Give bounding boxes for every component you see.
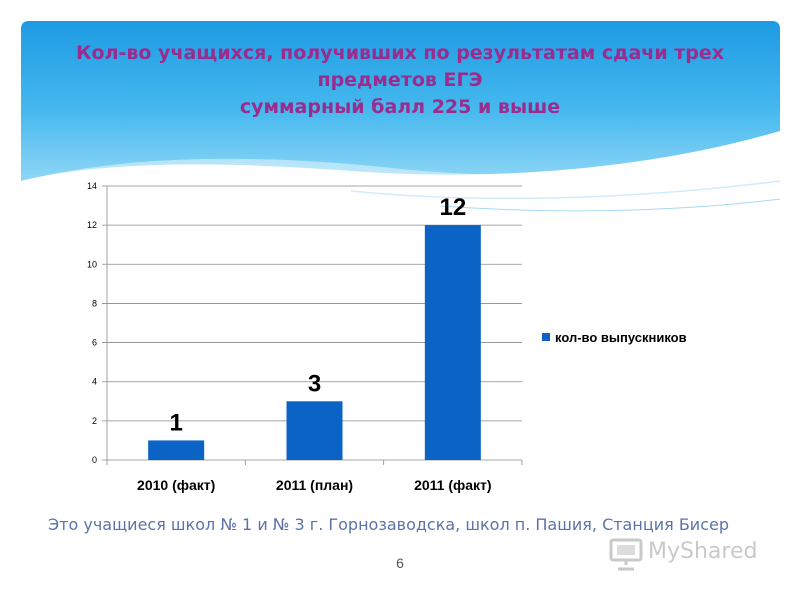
watermark-logo: MyShared [608, 535, 778, 575]
y-tick-label: 12 [87, 220, 97, 230]
caption-text: Это учащиеся школ № 1 и № 3 г. Горнозаво… [48, 515, 729, 534]
data-labels: 1 3 12 [169, 194, 466, 436]
bar [286, 401, 343, 460]
projector-screen-icon [609, 538, 643, 571]
slide-title: Кол-во учащихся, получивших по результат… [40, 40, 760, 121]
legend-swatch [542, 333, 550, 341]
y-tick-label: 0 [92, 455, 97, 465]
data-label: 12 [439, 194, 466, 221]
bar [148, 440, 205, 460]
bars [148, 225, 481, 460]
y-tick-label: 8 [92, 298, 97, 308]
legend: кол-во выпускников [542, 330, 687, 345]
y-tick-label: 4 [92, 377, 97, 387]
y-axis-ticks: 0 2 4 6 8 10 12 14 [87, 181, 97, 465]
y-tick-label: 14 [87, 181, 97, 191]
title-line-2: предметов ЕГЭ [317, 69, 483, 91]
watermark-text: MyShared [648, 539, 758, 564]
title-line-3: суммарный балл 225 и выше [239, 96, 561, 118]
x-tick-label: 2011 (факт) [414, 477, 492, 493]
header-banner [21, 21, 780, 212]
y-tick-label: 10 [87, 259, 97, 269]
y-tick-label: 2 [92, 416, 97, 426]
data-label: 1 [169, 409, 182, 436]
legend-label: кол-во выпускников [555, 330, 687, 345]
page-number: 6 [396, 555, 404, 571]
data-label: 3 [308, 370, 321, 397]
x-tick-label: 2010 (факт) [137, 477, 215, 493]
x-tick-label: 2011 (план) [276, 477, 353, 493]
bar [424, 225, 481, 460]
y-tick-label: 6 [92, 338, 97, 348]
x-axis-ticks: 2010 (факт) 2011 (план) 2011 (факт) [106, 460, 523, 493]
title-line-1: Кол-во учащихся, получивших по результат… [75, 42, 725, 64]
